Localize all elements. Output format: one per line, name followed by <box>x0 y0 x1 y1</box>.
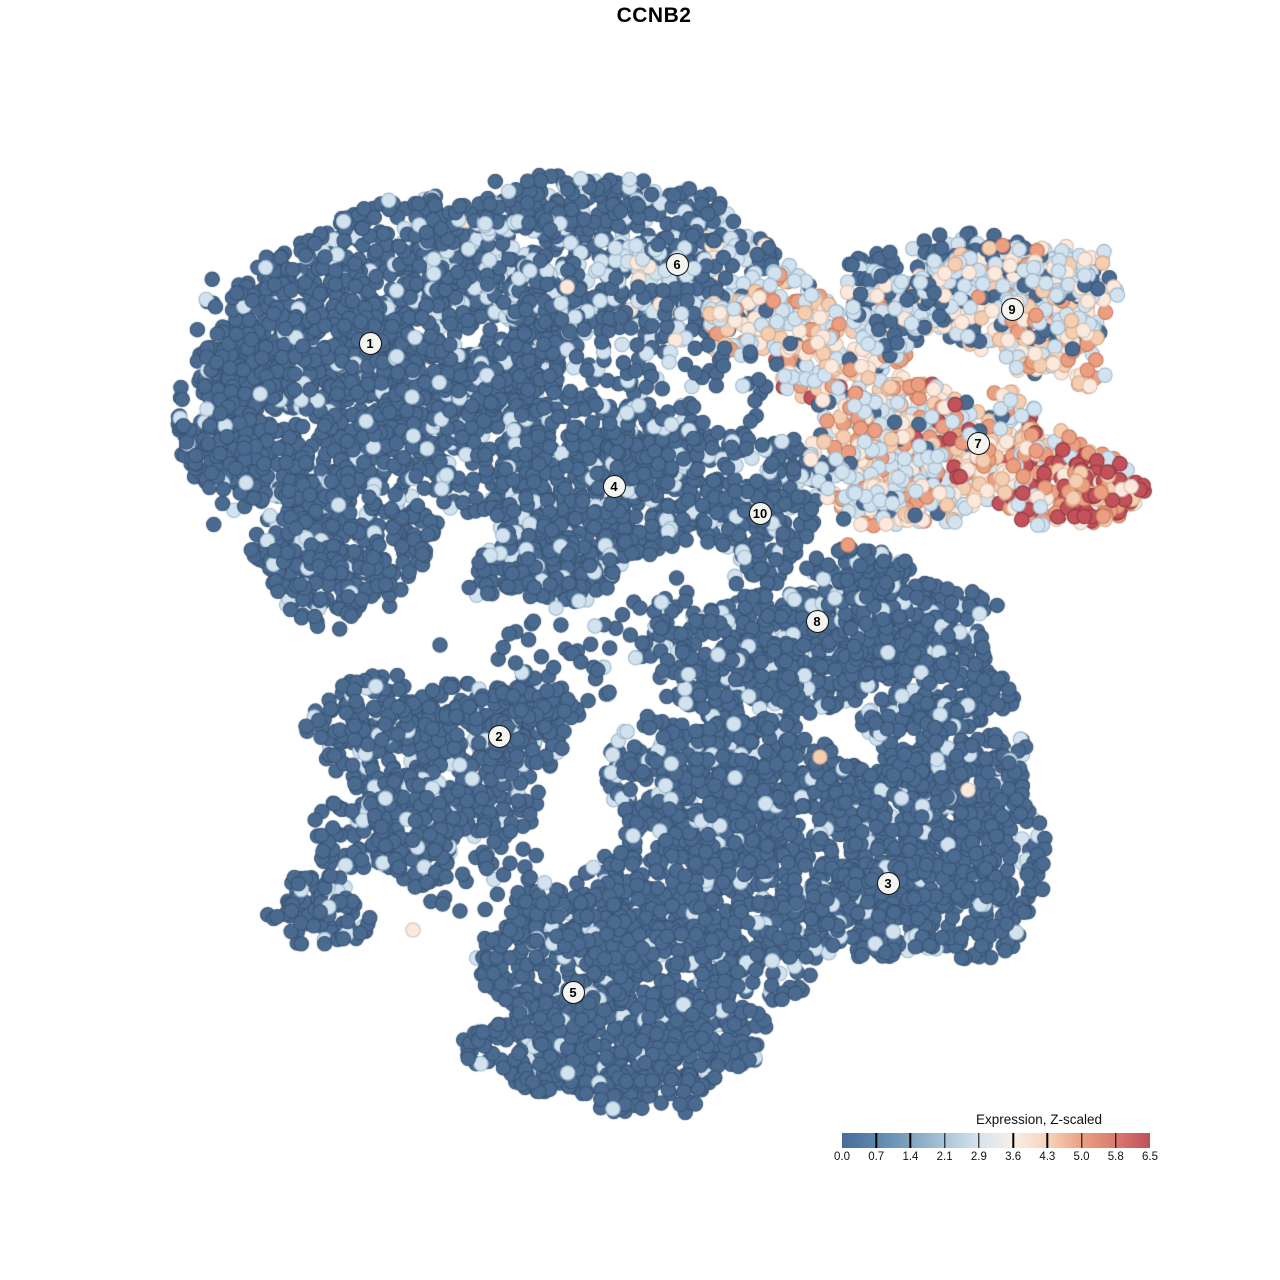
legend-tick-mark <box>909 1133 912 1148</box>
legend-tick-mark <box>1080 1133 1083 1148</box>
legend-tick-mark <box>978 1133 980 1148</box>
legend-tick-mark <box>1046 1133 1049 1148</box>
legend-tick-label: 0.7 <box>868 1151 885 1163</box>
legend-tick-label: 1.4 <box>902 1151 919 1163</box>
expression-legend: Expression, Z-scaled 0.0 0.7 1.4 2.1 2.9 3.6 4… <box>834 1112 1158 1172</box>
cluster-label-5: 5 <box>561 980 585 1004</box>
cluster-label-10: 10 <box>748 501 772 525</box>
legend-tick-label: 2.1 <box>936 1151 953 1163</box>
legend-tick-mark <box>1115 1133 1117 1148</box>
cluster-label-3: 3 <box>876 871 900 895</box>
cluster-label-7: 7 <box>966 431 990 455</box>
legend-tick-labels: 0.0 0.7 1.4 2.1 2.9 3.6 4.3 5.0 5.8 6.5 <box>834 1151 1158 1167</box>
legend-tick-label: 2.9 <box>970 1151 987 1163</box>
legend-colorbar <box>842 1133 1150 1148</box>
cluster-label-8: 8 <box>805 609 829 633</box>
legend-tick-label: 4.3 <box>1039 1151 1056 1163</box>
legend-tick-label: 6.5 <box>1142 1151 1158 1163</box>
cluster-label-4: 4 <box>602 474 626 498</box>
legend-tick-mark <box>875 1133 877 1148</box>
cluster-label-6: 6 <box>665 252 689 276</box>
cluster-label-9: 9 <box>1000 297 1024 321</box>
legend-tick-label: 0.0 <box>834 1151 850 1163</box>
legend-tick-mark <box>1012 1133 1014 1148</box>
legend-tick-label: 5.0 <box>1073 1151 1090 1163</box>
legend-tick-mark <box>943 1133 946 1148</box>
legend-tick-label: 3.6 <box>1005 1151 1022 1163</box>
legend-title: Expression, Z-scaled <box>975 1112 1103 1127</box>
cluster-label-2: 2 <box>487 724 511 748</box>
cluster-label-1: 1 <box>358 331 382 355</box>
plot-title: CCNB2 <box>616 4 692 27</box>
legend-tick-label: 5.8 <box>1107 1151 1124 1163</box>
